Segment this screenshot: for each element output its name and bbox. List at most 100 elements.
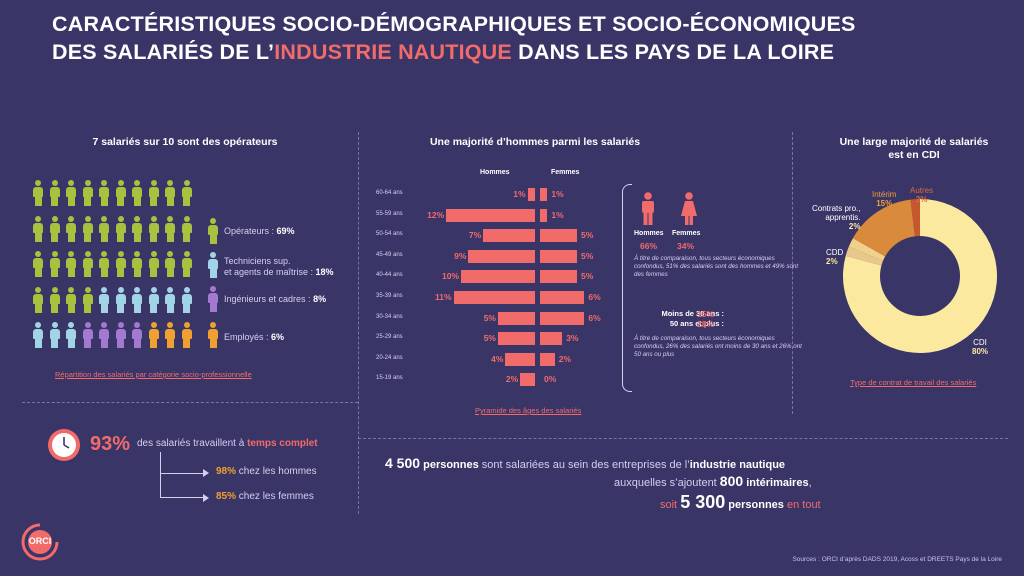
orci-logo-ring (21, 523, 59, 561)
person-body (33, 222, 43, 233)
person-head (68, 180, 74, 186)
person-body (181, 258, 192, 268)
operateur-person-icon (32, 215, 44, 242)
donut-label-autres: Autres 2% (910, 186, 934, 204)
person-body (99, 187, 109, 197)
person-body (99, 222, 109, 233)
operateur-person-icon (98, 251, 110, 277)
temps-complet-text-pre: des salariés travaillent à (137, 438, 248, 449)
pyramid-bar-women (540, 332, 563, 346)
person-body (132, 258, 142, 268)
operateur-person-icon (148, 251, 160, 277)
person-head (35, 215, 41, 222)
person-head (84, 180, 91, 186)
legend-ingenieurs-value: 8% (313, 294, 327, 304)
totals-personnes-3: personnes (725, 499, 784, 511)
operateur-person-icon-shape (207, 218, 219, 244)
person-legs (84, 267, 91, 277)
person-legs (209, 268, 217, 278)
totals-line3: soit 5 300 personnes en tout (660, 492, 821, 513)
title-line1: CARACTÉRISTIQUES SOCIO-DÉMOGRAPHIQUES ET… (52, 12, 856, 36)
pyramid-caption-link[interactable]: Pyramide des âges des salariés (475, 406, 582, 415)
over50-value: 28% (697, 319, 715, 329)
person-body (115, 258, 126, 268)
temps-complet-men-value: 98% (216, 466, 237, 477)
person-body (208, 225, 218, 235)
person-head (84, 322, 91, 328)
pyramid-age-label: 40-44 ans (376, 272, 403, 279)
temps-complet-text: des salariés travaillent à temps complet (137, 438, 318, 449)
totals-line3-end: en tout (783, 499, 821, 511)
person-legs (51, 302, 58, 313)
person-head (51, 322, 58, 328)
ingenieur-person-icon (98, 322, 110, 348)
donut-slice-contrats-pro-apprentis- (848, 238, 886, 261)
person-body (148, 293, 159, 304)
operateurs-caption-link[interactable]: Répartition des salariés par catégorie s… (55, 370, 252, 379)
ingenieur-person-icon (131, 322, 143, 348)
ingenieurs-person-icon (207, 286, 219, 312)
person-body (82, 258, 93, 268)
pyramid-age-label: 50-54 ans (376, 231, 403, 238)
employes-person-icon (207, 322, 219, 348)
operateur-person-icon (115, 180, 127, 206)
person-head (101, 322, 107, 328)
under30-value: 15% (697, 309, 715, 319)
person-body (49, 222, 60, 233)
legend-employes-value: 6% (271, 332, 285, 342)
divider-h-left (22, 402, 358, 403)
person-head (183, 286, 190, 293)
person-head (84, 286, 91, 293)
totals-line2-text: auxquelles s’ajoutent (614, 477, 720, 489)
person-head (150, 251, 157, 257)
person-body (148, 222, 159, 233)
person-body (148, 258, 159, 268)
pyramid-bar-women (540, 311, 585, 325)
person-legs (133, 196, 141, 206)
pyramid-bar-women (540, 208, 548, 222)
person-legs (183, 338, 190, 348)
gender-women-label: Femmes (672, 230, 701, 237)
person-head (150, 322, 157, 328)
temps-complet-men-text: chez les hommes (236, 466, 317, 477)
operateur-person-icon (115, 251, 127, 277)
divider-h-right (358, 438, 1008, 439)
person-body (115, 187, 126, 197)
person-legs (34, 267, 42, 277)
legend-operateurs-label: Opérateurs : (224, 226, 277, 236)
operateur-person-icon (164, 180, 176, 206)
person-head (101, 251, 107, 257)
legend-employes: Employés : 6% (224, 332, 284, 343)
pyramid-bar-men (483, 229, 535, 243)
temps-complet-men: 98% chez les hommes (216, 466, 317, 477)
donut-slice-cdi (843, 199, 997, 353)
pyramid-value-women: 1% (551, 209, 564, 220)
pyramid-bar-women (540, 291, 585, 304)
pyramid-bar-men (527, 188, 535, 201)
pyramid-bar-women (540, 270, 577, 284)
person-head (101, 215, 107, 222)
person-legs (84, 231, 91, 242)
cdi-caption-link[interactable]: Type de contrat de travail des salariés (850, 378, 977, 387)
person-legs (84, 302, 91, 313)
pyramid-value-women: 6% (588, 292, 601, 302)
legend-techniciens-value: 18% (315, 267, 334, 277)
pyramid-age-label: 20-24 ans (376, 354, 403, 361)
person-head (117, 215, 124, 222)
clock-icon (48, 429, 80, 461)
person-body (115, 293, 126, 304)
ingenieur-person-icon (115, 322, 127, 348)
operateurs-heading: 7 salariés sur 10 sont des opérateurs (92, 136, 278, 148)
person-head (167, 286, 173, 293)
person-body (165, 222, 175, 233)
person-body (181, 187, 192, 197)
person-legs (209, 234, 217, 244)
person-head (167, 215, 173, 222)
pyramid-bar-men (498, 311, 535, 325)
operateur-person-icon (82, 286, 94, 313)
donut-slice-cdd (845, 246, 883, 266)
person-legs (67, 338, 75, 348)
person-head (134, 180, 140, 186)
person-body (148, 187, 159, 197)
person-legs (51, 267, 58, 277)
